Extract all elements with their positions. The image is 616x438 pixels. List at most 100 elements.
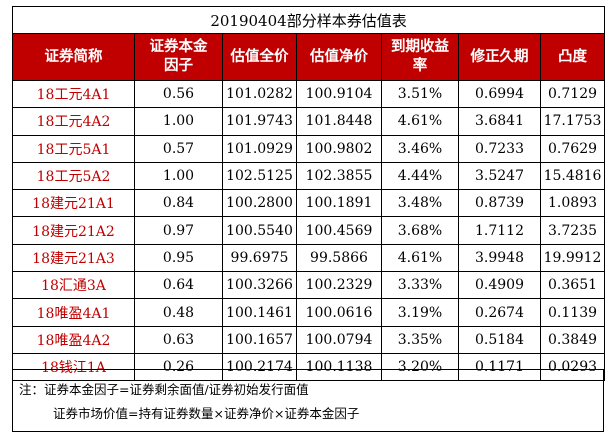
security-name-cell: 18唯盈4A1 <box>12 298 135 327</box>
security-name-cell: 18建元21A1 <box>12 189 135 218</box>
table-cell: 0.2674 <box>458 298 541 327</box>
table-cell: 101.9743 <box>222 107 297 136</box>
column-header: 证券本金 因子 <box>134 33 223 81</box>
column-header: 估值全价 <box>222 33 297 81</box>
table-cell: 0.5184 <box>458 325 541 354</box>
security-name-cell: 18工元5A1 <box>12 134 135 163</box>
column-header: 估值净价 <box>296 33 382 81</box>
security-name-cell: 18钱江1A <box>12 352 135 382</box>
table-row: 18工元5A1 0.57 101.0929 100.9802 3.46% 0.7233 0.… <box>12 134 606 163</box>
table-row: 18建元21A2 0.97 100.5540 100.4569 3.68% 1.7112 3… <box>12 216 606 245</box>
table-cell: 19.9912 <box>539 243 606 273</box>
table-cell: 99.5866 <box>296 243 382 273</box>
table-row: 18唯盈4A1 0.48 100.1461 100.0616 3.19% 0.2674 0.… <box>12 298 606 327</box>
table-cell: 101.0929 <box>222 134 297 163</box>
table-cell: 100.1891 <box>296 189 382 218</box>
table-cell: 100.0616 <box>296 298 382 327</box>
table-row: 18钱江1A 0.26 100.2174 100.1138 3.20% 0.1171 0.0… <box>12 352 606 382</box>
table-cell: 100.1657 <box>222 325 297 354</box>
table-cell: 100.9802 <box>296 134 382 163</box>
table-row: 18建元21A3 0.95 99.6975 99.5866 4.61% 3.9948 19.… <box>12 243 606 273</box>
table-cell: 3.6841 <box>458 107 541 136</box>
table-row: 18建元21A1 0.84 100.2800 100.1891 3.48% 0.8739 1… <box>12 189 606 218</box>
table-cell: 100.0794 <box>296 325 382 354</box>
column-header: 凸度 <box>539 33 606 81</box>
table-cell: 1.00 <box>134 107 223 136</box>
table-row: 18唯盈4A2 0.63 100.1657 100.0794 3.35% 0.5184 0.… <box>12 325 606 354</box>
table-cell: 0.7233 <box>458 134 541 163</box>
table-cell: 0.48 <box>134 298 223 327</box>
table-cell: 0.8739 <box>458 189 541 218</box>
header-row: 证券简称 证券本金 因子 估值全价 估值净价 到期收益率修正久期 凸度 <box>12 33 606 81</box>
table-cell: 17.1753 <box>539 107 606 136</box>
security-name-cell: 18唯盈4A2 <box>12 325 135 354</box>
table-cell: 100.3266 <box>222 271 297 300</box>
table-cell: 100.2329 <box>296 271 382 300</box>
table-cell: 0.26 <box>134 352 223 382</box>
footnote-line-2: 证券市场价值=持有证券数量×证券净价×证券本金因子 <box>53 406 360 421</box>
table-cell: 4.61% <box>381 243 459 273</box>
table-cell: 4.61% <box>381 107 459 136</box>
table-cell: 1.00 <box>134 161 223 191</box>
valuation-table-container: 20190404部分样本券估值表 证券简称 证券本金 因子 估值全价 估值净价 到期收益率… <box>11 6 606 382</box>
table-cell: 3.48% <box>381 189 459 218</box>
table-cell: 15.4816 <box>539 161 606 191</box>
footnote-line-1: 注：证券本金因子=证券剩余面值/证券初始发行面值 <box>19 382 309 397</box>
security-name-cell: 18工元4A2 <box>12 107 135 136</box>
table-cell: 0.0293 <box>539 352 606 382</box>
security-name-cell: 18建元21A2 <box>12 216 135 245</box>
table-cell: 0.6994 <box>458 79 541 109</box>
column-header: 证券简称 <box>12 33 135 81</box>
table-cell: 0.3651 <box>539 271 606 300</box>
table-cell: 0.1139 <box>539 298 606 327</box>
table-cell: 3.9948 <box>458 243 541 273</box>
table-cell: 100.1138 <box>296 352 382 382</box>
table-cell: 101.0282 <box>222 79 297 109</box>
table-cell: 3.7235 <box>539 216 606 245</box>
table-cell: 3.35% <box>381 325 459 354</box>
table-row: 18工元4A1 0.56 101.0282 100.9104 3.51% 0.6994 0.… <box>12 79 606 109</box>
table-row: 18工元5A2 1.00 102.5125 102.3855 4.44% 3.5247 15… <box>12 161 606 191</box>
table-cell: 1.7112 <box>458 216 541 245</box>
table-cell: 3.33% <box>381 271 459 300</box>
security-name-cell: 18汇通3A <box>12 271 135 300</box>
table-cell: 100.1461 <box>222 298 297 327</box>
security-name-cell: 18工元4A1 <box>12 79 135 109</box>
table-cell: 0.4909 <box>458 271 541 300</box>
security-name-cell: 18建元21A3 <box>12 243 135 273</box>
table-cell: 0.84 <box>134 189 223 218</box>
table-cell: 3.19% <box>381 298 459 327</box>
table-cell: 0.64 <box>134 271 223 300</box>
footnote-box: 注：证券本金因子=证券剩余面值/证券初始发行面值 证券市场价值=持有证券数量×证… <box>12 369 604 432</box>
column-header: 修正久期 <box>458 33 541 81</box>
table-cell: 0.97 <box>134 216 223 245</box>
table-cell: 0.95 <box>134 243 223 273</box>
table-cell: 101.8448 <box>296 107 382 136</box>
table-cell: 3.51% <box>381 79 459 109</box>
table-cell: 0.56 <box>134 79 223 109</box>
table-cell: 3.68% <box>381 216 459 245</box>
table-cell: 3.46% <box>381 134 459 163</box>
valuation-table: 20190404部分样本券估值表 证券简称 证券本金 因子 估值全价 估值净价 到期收益率… <box>11 6 606 382</box>
table-row: 18工元4A2 1.00 101.9743 101.8448 4.61% 3.6841 17… <box>12 107 606 136</box>
table-cell: 0.7129 <box>539 79 606 109</box>
table-body: 18工元4A1 0.56 101.0282 100.9104 3.51% 0.6994 0.… <box>12 79 606 382</box>
table-cell: 0.3849 <box>539 325 606 354</box>
table-cell: 0.63 <box>134 325 223 354</box>
table-cell: 100.2800 <box>222 189 297 218</box>
security-name-cell: 18工元5A2 <box>12 161 135 191</box>
table-cell: 102.5125 <box>222 161 297 191</box>
table-title: 20190404部分样本券估值表 <box>11 6 606 34</box>
table-cell: 0.7629 <box>539 134 606 163</box>
table-row: 18汇通3A 0.64 100.3266 100.2329 3.33% 0.4909 0.3… <box>12 271 606 300</box>
table-cell: 0.57 <box>134 134 223 163</box>
column-header: 到期收益率 <box>381 33 459 81</box>
table-cell: 4.44% <box>381 161 459 191</box>
table-cell: 99.6975 <box>222 243 297 273</box>
table-cell: 100.4569 <box>296 216 382 245</box>
table-cell: 3.5247 <box>458 161 541 191</box>
table-cell: 1.0893 <box>539 189 606 218</box>
table-cell: 100.5540 <box>222 216 297 245</box>
table-cell: 100.9104 <box>296 79 382 109</box>
table-cell: 102.3855 <box>296 161 382 191</box>
